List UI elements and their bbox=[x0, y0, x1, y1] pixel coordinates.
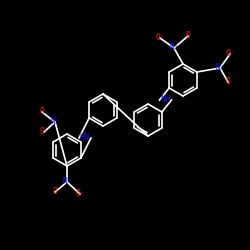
Text: N⁺: N⁺ bbox=[215, 64, 225, 72]
Text: NH: NH bbox=[160, 96, 170, 104]
Text: N⁺: N⁺ bbox=[62, 178, 72, 186]
Text: O⁻: O⁻ bbox=[225, 50, 235, 58]
Text: O⁻: O⁻ bbox=[155, 34, 165, 42]
Text: N⁺: N⁺ bbox=[169, 44, 179, 52]
Text: O: O bbox=[52, 188, 58, 196]
Text: O⁻: O⁻ bbox=[75, 190, 85, 198]
Text: O: O bbox=[186, 32, 190, 40]
Text: O: O bbox=[40, 108, 44, 116]
Text: HN: HN bbox=[80, 134, 90, 142]
Text: O: O bbox=[226, 78, 230, 86]
Text: O⁻: O⁻ bbox=[39, 128, 49, 136]
Text: N⁺: N⁺ bbox=[50, 118, 60, 126]
